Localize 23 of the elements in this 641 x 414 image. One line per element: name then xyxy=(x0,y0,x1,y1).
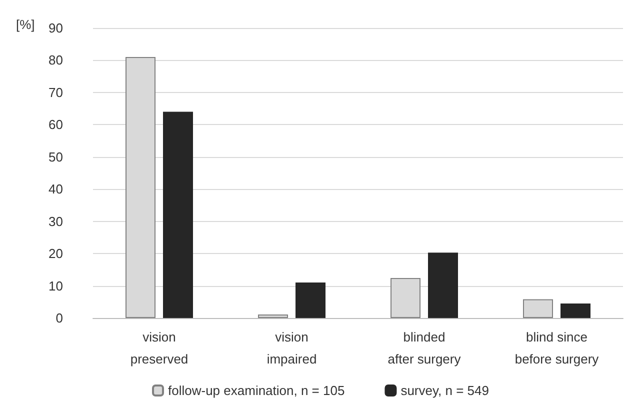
legend-label: survey, n = 549 xyxy=(400,383,489,398)
x-tick-label: blind since before surgery xyxy=(514,330,600,366)
bar xyxy=(258,314,288,318)
x-tick-label: blinded after surgery xyxy=(388,330,462,366)
y-tick-label: 10 xyxy=(48,278,63,294)
y-tick-label: 20 xyxy=(48,246,63,262)
bar xyxy=(163,112,193,318)
bar xyxy=(296,282,326,318)
y-tick-label: 70 xyxy=(48,84,63,100)
y-tick-label: 0 xyxy=(56,310,63,326)
y-tick-label: 90 xyxy=(48,20,63,36)
y-tick-label: 30 xyxy=(48,214,63,229)
x-tick-label: vision impaired xyxy=(266,330,317,366)
y-axis-title: [%] xyxy=(16,17,35,32)
bar xyxy=(560,304,590,318)
bar xyxy=(523,299,553,318)
y-tick-label: 60 xyxy=(48,117,63,132)
y-tick-label: 80 xyxy=(48,52,63,68)
y-tick-label: 40 xyxy=(48,182,63,197)
legend-label: follow-up examination, n = 105 xyxy=(168,383,345,398)
y-tick-label: 50 xyxy=(48,149,63,164)
bar xyxy=(428,252,458,318)
x-tick-label: vision preserved xyxy=(130,330,188,366)
